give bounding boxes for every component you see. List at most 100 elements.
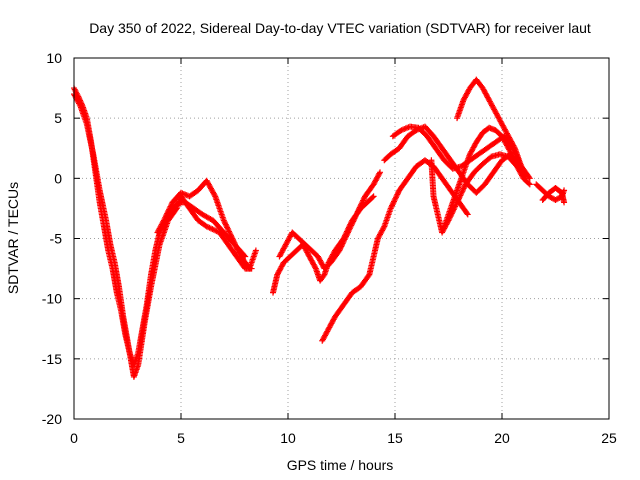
data-point <box>235 249 242 256</box>
data-point <box>221 218 228 225</box>
data-point <box>340 239 347 246</box>
data-point <box>222 220 229 227</box>
data-point <box>338 243 345 250</box>
data-point <box>167 203 174 210</box>
data-point <box>235 247 242 254</box>
data-point <box>229 235 236 242</box>
data-point <box>231 241 238 248</box>
data-point <box>228 232 235 239</box>
data-point <box>342 233 349 240</box>
data-point <box>160 217 167 224</box>
data-point <box>511 143 518 150</box>
data-point <box>356 204 363 211</box>
data-point <box>356 205 363 212</box>
data-point <box>166 206 173 213</box>
y-tick-label: 0 <box>54 170 62 186</box>
data-point <box>230 238 237 245</box>
data-point <box>344 229 351 236</box>
data-point <box>358 200 365 207</box>
data-point <box>163 211 170 218</box>
data-point <box>370 193 377 200</box>
x-tick-label: 0 <box>70 430 78 446</box>
series-track-5 <box>276 169 384 272</box>
data-point <box>222 221 229 228</box>
data-point <box>346 226 353 233</box>
data-point <box>345 228 352 235</box>
y-tick-label: -10 <box>42 291 62 307</box>
data-point <box>392 194 399 201</box>
data-point <box>391 197 398 204</box>
data-point <box>380 224 387 231</box>
data-point <box>458 191 465 198</box>
data-point <box>233 245 240 252</box>
data-point <box>357 203 364 210</box>
data-point <box>233 243 240 250</box>
data-point <box>232 242 239 249</box>
data-point <box>160 218 167 225</box>
x-tick-label: 15 <box>387 430 403 446</box>
data-point <box>337 246 344 253</box>
data-point <box>522 175 529 182</box>
data-point <box>458 189 465 196</box>
data-point <box>352 214 359 221</box>
data-point <box>342 235 349 242</box>
data-point <box>340 237 347 244</box>
data-point <box>350 218 357 225</box>
data-point <box>389 201 396 208</box>
data-point <box>365 272 372 279</box>
chart-title: Day 350 of 2022, Sidereal Day-to-day VTE… <box>89 20 591 36</box>
data-point <box>369 194 376 201</box>
y-tick-label: -15 <box>42 351 62 367</box>
y-axis-label: SDTVAR / TECUs <box>5 182 21 294</box>
data-point <box>165 207 172 214</box>
data-point <box>162 214 169 221</box>
data-point <box>525 180 532 187</box>
data-point <box>164 209 171 216</box>
data-point <box>389 202 396 209</box>
data-point <box>224 225 231 232</box>
data-point <box>561 199 568 206</box>
data-series <box>71 76 568 380</box>
data-point <box>360 196 367 203</box>
data-point <box>394 190 401 197</box>
data-point <box>354 210 361 217</box>
data-point <box>230 236 237 243</box>
data-point <box>348 221 355 228</box>
data-point <box>320 272 327 279</box>
data-point <box>526 181 533 188</box>
data-point <box>344 230 351 237</box>
data-point <box>351 215 358 222</box>
data-point <box>168 202 175 209</box>
data-point <box>348 222 355 229</box>
series-track-13 <box>539 184 568 206</box>
data-point <box>338 241 345 248</box>
data-point <box>350 216 357 223</box>
y-tick-label: 5 <box>54 110 62 126</box>
data-point <box>393 192 400 199</box>
data-point <box>337 244 344 251</box>
data-point <box>236 250 243 257</box>
data-point <box>464 211 471 218</box>
data-point <box>223 223 230 230</box>
data-point <box>312 264 319 271</box>
data-point <box>388 204 395 211</box>
data-point <box>359 198 366 205</box>
x-tick-label: 10 <box>280 430 296 446</box>
data-point <box>463 210 470 217</box>
plot-frame <box>73 57 610 420</box>
y-tick-label: 10 <box>46 50 62 66</box>
data-point <box>460 185 467 192</box>
data-point <box>161 216 168 223</box>
data-point <box>346 225 353 232</box>
data-point <box>226 229 233 236</box>
data-point <box>252 247 259 254</box>
data-point <box>353 211 360 218</box>
data-point <box>354 208 361 215</box>
y-tick-label: -20 <box>42 411 62 427</box>
y-tick-label: -5 <box>50 231 63 247</box>
series-track-6 <box>319 157 471 344</box>
data-point <box>377 169 384 176</box>
data-point <box>343 232 350 239</box>
data-point <box>226 228 233 235</box>
x-tick-label: 5 <box>177 430 185 446</box>
